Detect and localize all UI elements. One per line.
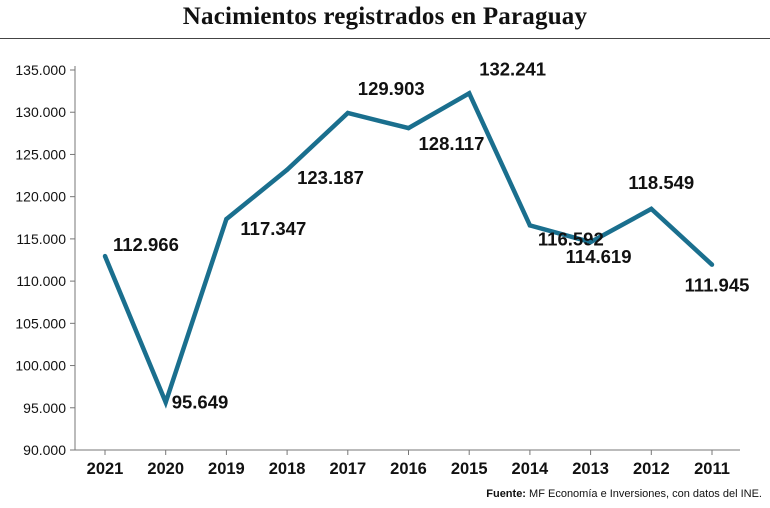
- data-label: 116.592: [538, 228, 604, 249]
- y-tick-label: 135.000: [15, 62, 66, 78]
- y-tick-label: 125.000: [15, 146, 66, 162]
- data-label: 111.945: [685, 275, 750, 296]
- data-label: 123.187: [297, 167, 364, 188]
- data-label: 114.619: [566, 246, 632, 267]
- chart-title: Nacimientos registrados en Paraguay: [182, 3, 588, 30]
- data-label: 132.241: [479, 58, 546, 79]
- x-tick-label: 2013: [572, 460, 609, 478]
- y-tick-label: 110.000: [16, 273, 66, 289]
- data-label: 118.549: [628, 172, 694, 193]
- y-tick-label: 90.000: [23, 442, 66, 458]
- title-divider: [0, 38, 770, 39]
- data-point: [406, 125, 411, 131]
- data-point: [649, 206, 654, 212]
- data-label: 112.966: [113, 234, 179, 255]
- data-point: [709, 262, 715, 267]
- y-tick-label: 105.000: [15, 315, 66, 331]
- y-tick-label: 115.000: [16, 231, 66, 247]
- source-label: Fuente:: [486, 488, 526, 500]
- y-tick-label: 100.000: [15, 358, 66, 374]
- data-point: [527, 223, 533, 228]
- x-tick-label: 2021: [87, 460, 124, 478]
- x-tick-label: 2017: [329, 460, 366, 478]
- data-label: 128.117: [419, 133, 485, 154]
- data-label: 129.903: [358, 78, 425, 99]
- x-tick-label: 2012: [633, 460, 670, 478]
- data-point: [345, 110, 350, 116]
- data-label: 117.347: [240, 218, 306, 239]
- y-tick-label: 120.000: [15, 189, 66, 205]
- data-point: [102, 253, 108, 259]
- x-tick-label: 2020: [147, 460, 184, 478]
- x-tick-label: 2019: [208, 460, 245, 478]
- x-tick-label: 2018: [269, 460, 306, 478]
- data-point: [224, 216, 229, 222]
- x-tick-label: 2015: [451, 460, 488, 478]
- x-tick-label: 2011: [694, 460, 730, 478]
- source-text: MF Economía e Inversiones, con datos del…: [529, 488, 762, 500]
- source-note: Fuente: MF Economía e Inversiones, con d…: [486, 488, 762, 500]
- y-tick-label: 130.000: [15, 104, 66, 120]
- y-tick-label: 95.000: [23, 400, 66, 416]
- data-label: 95.649: [172, 391, 229, 412]
- data-point: [163, 400, 168, 405]
- data-point: [588, 239, 593, 245]
- x-tick-label: 2014: [512, 460, 550, 478]
- data-point: [467, 91, 472, 96]
- data-point: [284, 167, 290, 172]
- x-tick-label: 2016: [390, 460, 427, 478]
